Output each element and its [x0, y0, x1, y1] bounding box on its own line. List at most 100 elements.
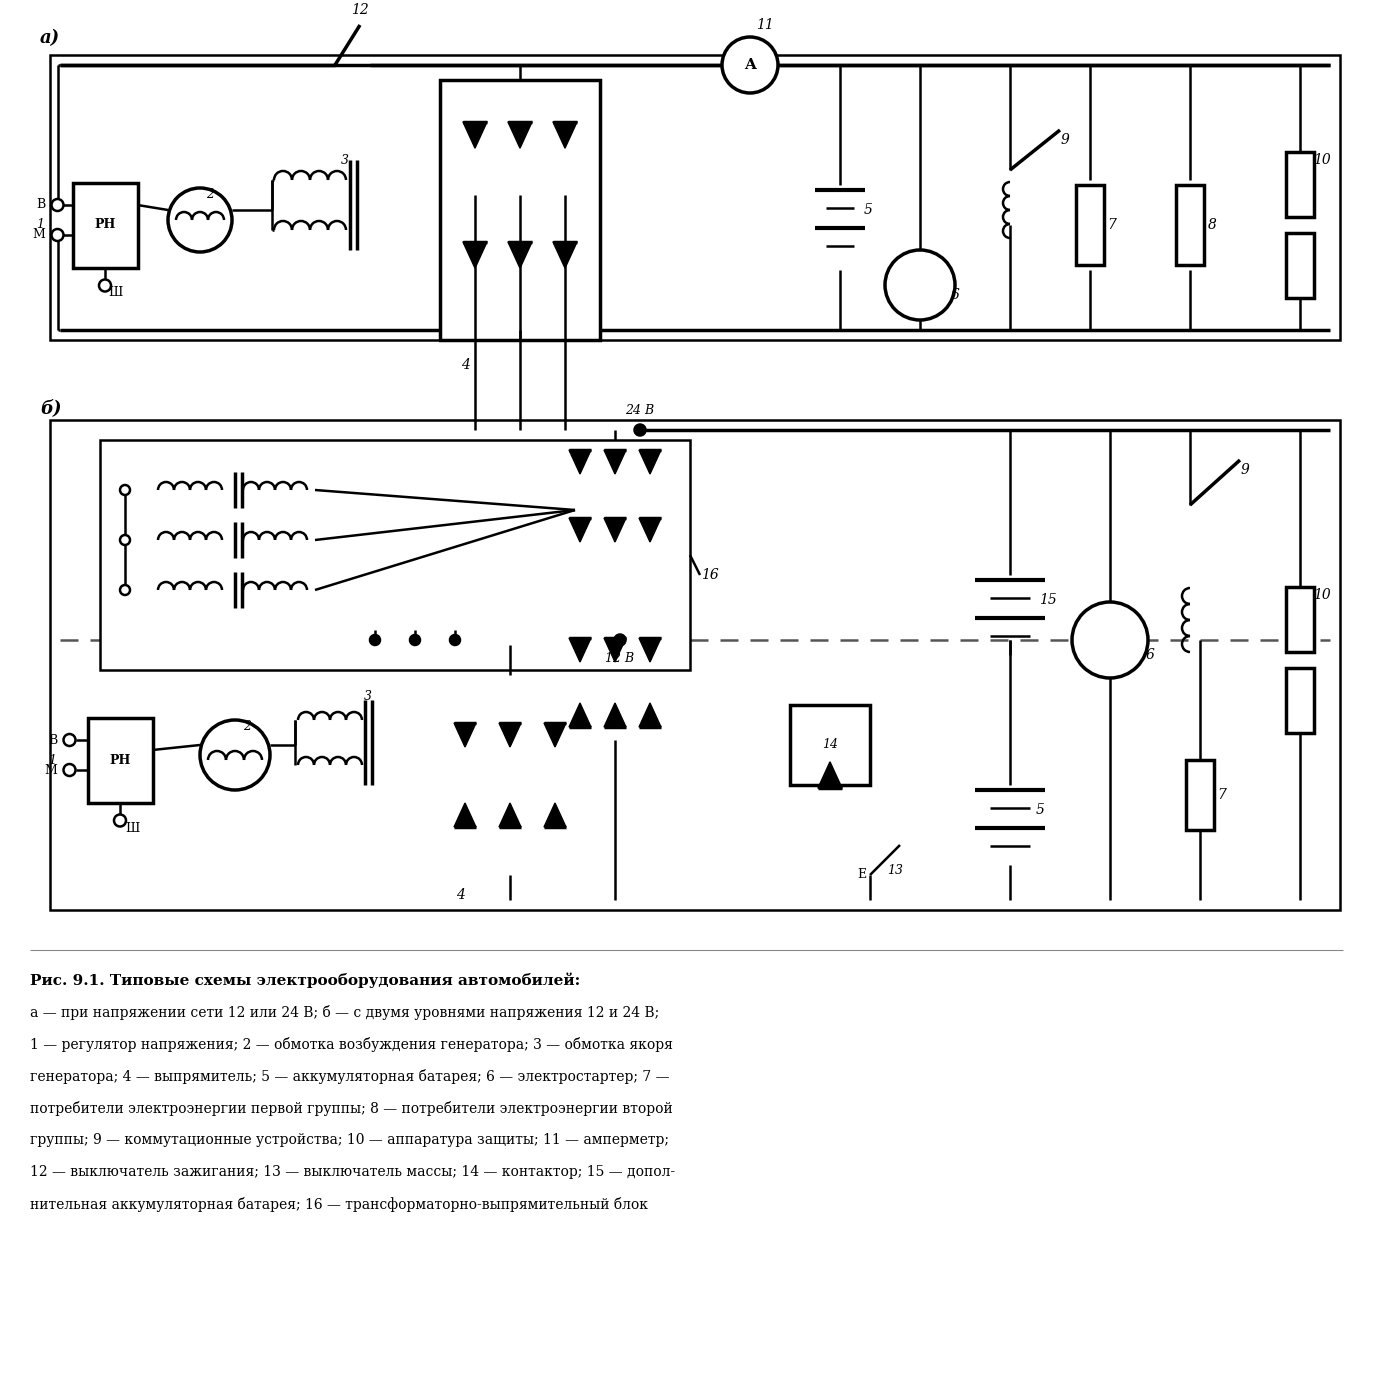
Text: а): а) — [40, 29, 60, 47]
Text: 5: 5 — [864, 203, 872, 217]
Polygon shape — [604, 638, 626, 662]
Text: 4: 4 — [456, 888, 464, 902]
Text: 3: 3 — [364, 690, 372, 704]
Bar — [73, 183, 137, 267]
Bar — [88, 718, 152, 802]
Circle shape — [200, 721, 270, 790]
Text: A: A — [744, 58, 757, 72]
Text: 14: 14 — [822, 739, 838, 751]
Circle shape — [119, 535, 130, 545]
Polygon shape — [553, 242, 577, 268]
Circle shape — [450, 635, 460, 644]
Bar — [1287, 668, 1314, 733]
Text: 9: 9 — [1241, 463, 1249, 477]
Bar — [1287, 586, 1314, 651]
Circle shape — [119, 485, 130, 495]
Polygon shape — [544, 723, 566, 747]
Circle shape — [52, 230, 63, 241]
Text: группы; 9 — коммутационные устройства; 10 — аппаратура защиты; 11 — амперметр;: группы; 9 — коммутационные устройства; 1… — [30, 1133, 669, 1147]
Text: В: В — [48, 733, 58, 747]
Polygon shape — [454, 804, 476, 827]
Text: 7: 7 — [1108, 219, 1116, 232]
Text: Рис. 9.1. Типовые схемы электрооборудования автомобилей:: Рис. 9.1. Типовые схемы электрооборудова… — [30, 972, 581, 987]
Circle shape — [99, 279, 111, 292]
Text: 2: 2 — [206, 188, 214, 202]
Text: М: М — [45, 763, 58, 776]
Polygon shape — [544, 804, 566, 827]
Text: 2: 2 — [243, 721, 251, 733]
Circle shape — [119, 585, 130, 595]
Bar — [1177, 185, 1204, 266]
Text: Е: Е — [857, 869, 866, 881]
Circle shape — [615, 635, 625, 644]
Polygon shape — [568, 638, 590, 662]
Bar — [49, 55, 1340, 340]
Text: 7: 7 — [1218, 788, 1226, 802]
Polygon shape — [568, 519, 590, 542]
Polygon shape — [638, 703, 660, 727]
Text: 15: 15 — [1039, 593, 1057, 607]
Text: 10: 10 — [1313, 154, 1330, 167]
Circle shape — [722, 37, 778, 93]
Polygon shape — [568, 449, 590, 474]
Bar — [100, 440, 691, 669]
Circle shape — [369, 635, 380, 644]
Text: 10: 10 — [1313, 588, 1330, 602]
Circle shape — [52, 199, 63, 212]
Text: генератора; 4 — выпрямитель; 5 — аккумуляторная батарея; 6 — электростартер; 7 —: генератора; 4 — выпрямитель; 5 — аккумул… — [30, 1069, 670, 1083]
Bar — [1287, 152, 1314, 217]
Polygon shape — [818, 762, 842, 788]
Text: 16: 16 — [702, 568, 719, 582]
Polygon shape — [454, 723, 476, 747]
Text: 1: 1 — [37, 219, 44, 231]
Text: РН: РН — [95, 219, 115, 231]
Text: нительная аккумуляторная батарея; 16 — трансформаторно-выпрямительный блок: нительная аккумуляторная батарея; 16 — т… — [30, 1196, 648, 1212]
Circle shape — [168, 188, 232, 252]
Circle shape — [114, 815, 126, 827]
Text: а — при напряжении сети 12 или 24 В; б — с двумя уровнями напряжения 12 и 24 В;: а — при напряжении сети 12 или 24 В; б —… — [30, 1004, 659, 1019]
Circle shape — [1072, 602, 1148, 678]
Polygon shape — [498, 723, 520, 747]
Text: потребители электроэнергии первой группы; 8 — потребители электроэнергии второй: потребители электроэнергии первой группы… — [30, 1101, 673, 1116]
Bar — [1076, 185, 1104, 266]
Polygon shape — [604, 449, 626, 474]
Text: Ш: Ш — [108, 286, 122, 299]
Text: 12 — выключатель зажигания; 13 — выключатель массы; 14 — контактор; 15 — допол-: 12 — выключатель зажигания; 13 — выключа… — [30, 1164, 676, 1178]
Polygon shape — [604, 703, 626, 727]
Circle shape — [63, 763, 76, 776]
Text: 6: 6 — [950, 288, 960, 301]
Bar — [1186, 761, 1214, 830]
Circle shape — [886, 250, 956, 319]
Text: 24 В: 24 В — [626, 404, 655, 416]
Text: б): б) — [40, 400, 62, 418]
Text: 8: 8 — [1208, 219, 1216, 232]
Text: 6: 6 — [1145, 649, 1155, 662]
Text: 1: 1 — [48, 754, 56, 766]
Circle shape — [411, 635, 420, 644]
Text: 5: 5 — [1035, 804, 1045, 817]
Bar — [789, 705, 870, 786]
Text: 3: 3 — [341, 154, 349, 166]
Polygon shape — [498, 804, 520, 827]
Text: 9: 9 — [1060, 133, 1070, 147]
Polygon shape — [568, 703, 590, 727]
Polygon shape — [508, 122, 533, 148]
Text: В: В — [36, 199, 45, 212]
Text: 4: 4 — [460, 358, 470, 372]
Polygon shape — [463, 242, 487, 268]
Polygon shape — [604, 519, 626, 542]
Polygon shape — [638, 638, 660, 662]
Text: 1 — регулятор напряжения; 2 — обмотка возбуждения генератора; 3 — обмотка якоря: 1 — регулятор напряжения; 2 — обмотка во… — [30, 1036, 673, 1051]
Polygon shape — [638, 519, 660, 542]
Bar — [49, 420, 1340, 910]
Bar — [439, 80, 600, 340]
Polygon shape — [553, 122, 577, 148]
Text: М: М — [33, 228, 45, 242]
Text: 11: 11 — [757, 18, 774, 32]
Text: Ш: Ш — [125, 822, 139, 835]
Polygon shape — [638, 449, 660, 474]
Text: 12: 12 — [351, 3, 369, 17]
Circle shape — [634, 425, 645, 436]
Text: 13: 13 — [887, 863, 903, 877]
Text: 12 В: 12 В — [605, 651, 634, 664]
